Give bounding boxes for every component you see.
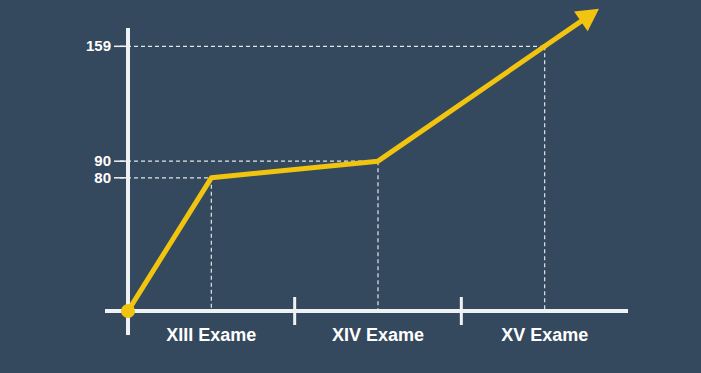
y-tick [114,177,128,179]
trend-arrow-head [574,9,599,31]
chart: 8090 159 XIII Exame XIV Exame XV Exame [0,0,701,373]
x-tick-label: XV Exame [501,325,588,345]
guide-vertical [211,178,212,311]
y-tick-label: 90 [94,152,111,169]
y-tick-label: 159 [86,37,111,54]
y-tick [114,46,128,48]
guide-vertical [377,161,378,311]
start-point [121,304,135,318]
y-tick [114,160,128,162]
trend-arrow-shaft [545,21,581,46]
category-divider [293,297,296,325]
y-tick-label: 80 [94,169,111,186]
category-divider [460,297,463,325]
y-axis [126,28,130,335]
guide-horizontal [120,46,545,47]
guide-vertical [544,46,545,311]
guide-horizontal [120,177,211,178]
x-tick-label: XIII Exame [166,325,256,345]
x-tick-label: XIV Exame [332,325,424,345]
x-axis [105,309,628,313]
data-line [128,46,545,311]
guides [120,46,545,311]
background [0,0,701,373]
guide-horizontal [120,161,378,162]
plot-area [128,46,545,311]
